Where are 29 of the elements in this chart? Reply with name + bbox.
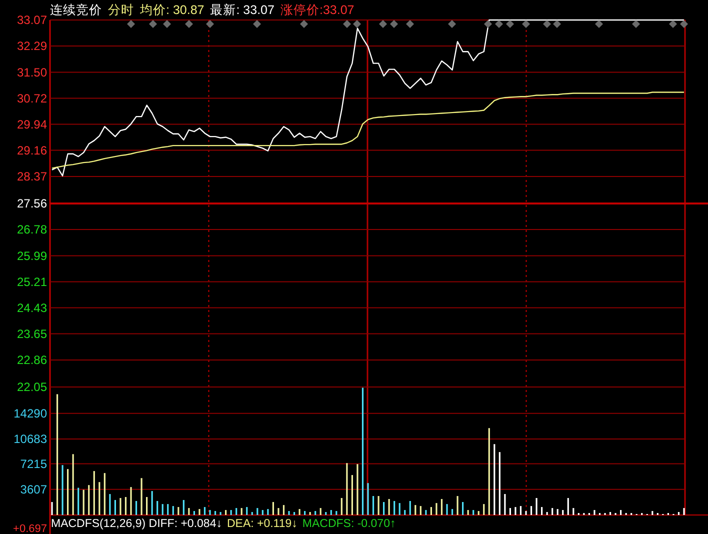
text: MACDFS(12,26,9) DIFF: +0.084↓ (51, 518, 222, 530)
y-tick-label: 33.07 (16, 13, 48, 28)
y-tick-label: 10683 (14, 432, 48, 446)
chart-title: 连续竞价 (50, 3, 102, 17)
y-tick-label: 29.94 (16, 117, 48, 132)
y-tick-label: 7215 (20, 456, 48, 471)
y-tick-label: 31.50 (16, 65, 48, 80)
y-tick-label: 22.86 (16, 353, 48, 368)
y-tick-label: 23.65 (16, 326, 48, 341)
text: DEA: +0.119↓ (226, 518, 298, 530)
y-tick-label: 25.99 (16, 248, 48, 263)
y-tick-label: 25.21 (16, 274, 48, 289)
text: +0.697 (13, 523, 47, 534)
y-tick-label: 14290 (14, 406, 48, 421)
text: 最新: 33.07 (210, 3, 275, 17)
y-tick-label: 29.16 (16, 143, 48, 158)
text: MACDFS: -0.070↑ (302, 518, 396, 530)
y-tick-label: 28.37 (16, 170, 48, 184)
y-tick-label: 22.05 (16, 380, 48, 394)
y-tick-label: 32.29 (16, 39, 48, 54)
text: 涨停价:33.07 (280, 3, 354, 17)
y-tick-label: 30.72 (16, 91, 48, 106)
line-series (51, 92, 685, 169)
text: 均价: 30.87 (139, 3, 204, 17)
y-tick-label: 27.56 (16, 196, 48, 211)
chart-subtitle: 分时 (108, 3, 134, 17)
y-tick-label: 24.43 (16, 300, 48, 315)
y-tick-label: 26.78 (16, 222, 48, 237)
y-tick-label: 3607 (20, 482, 48, 497)
